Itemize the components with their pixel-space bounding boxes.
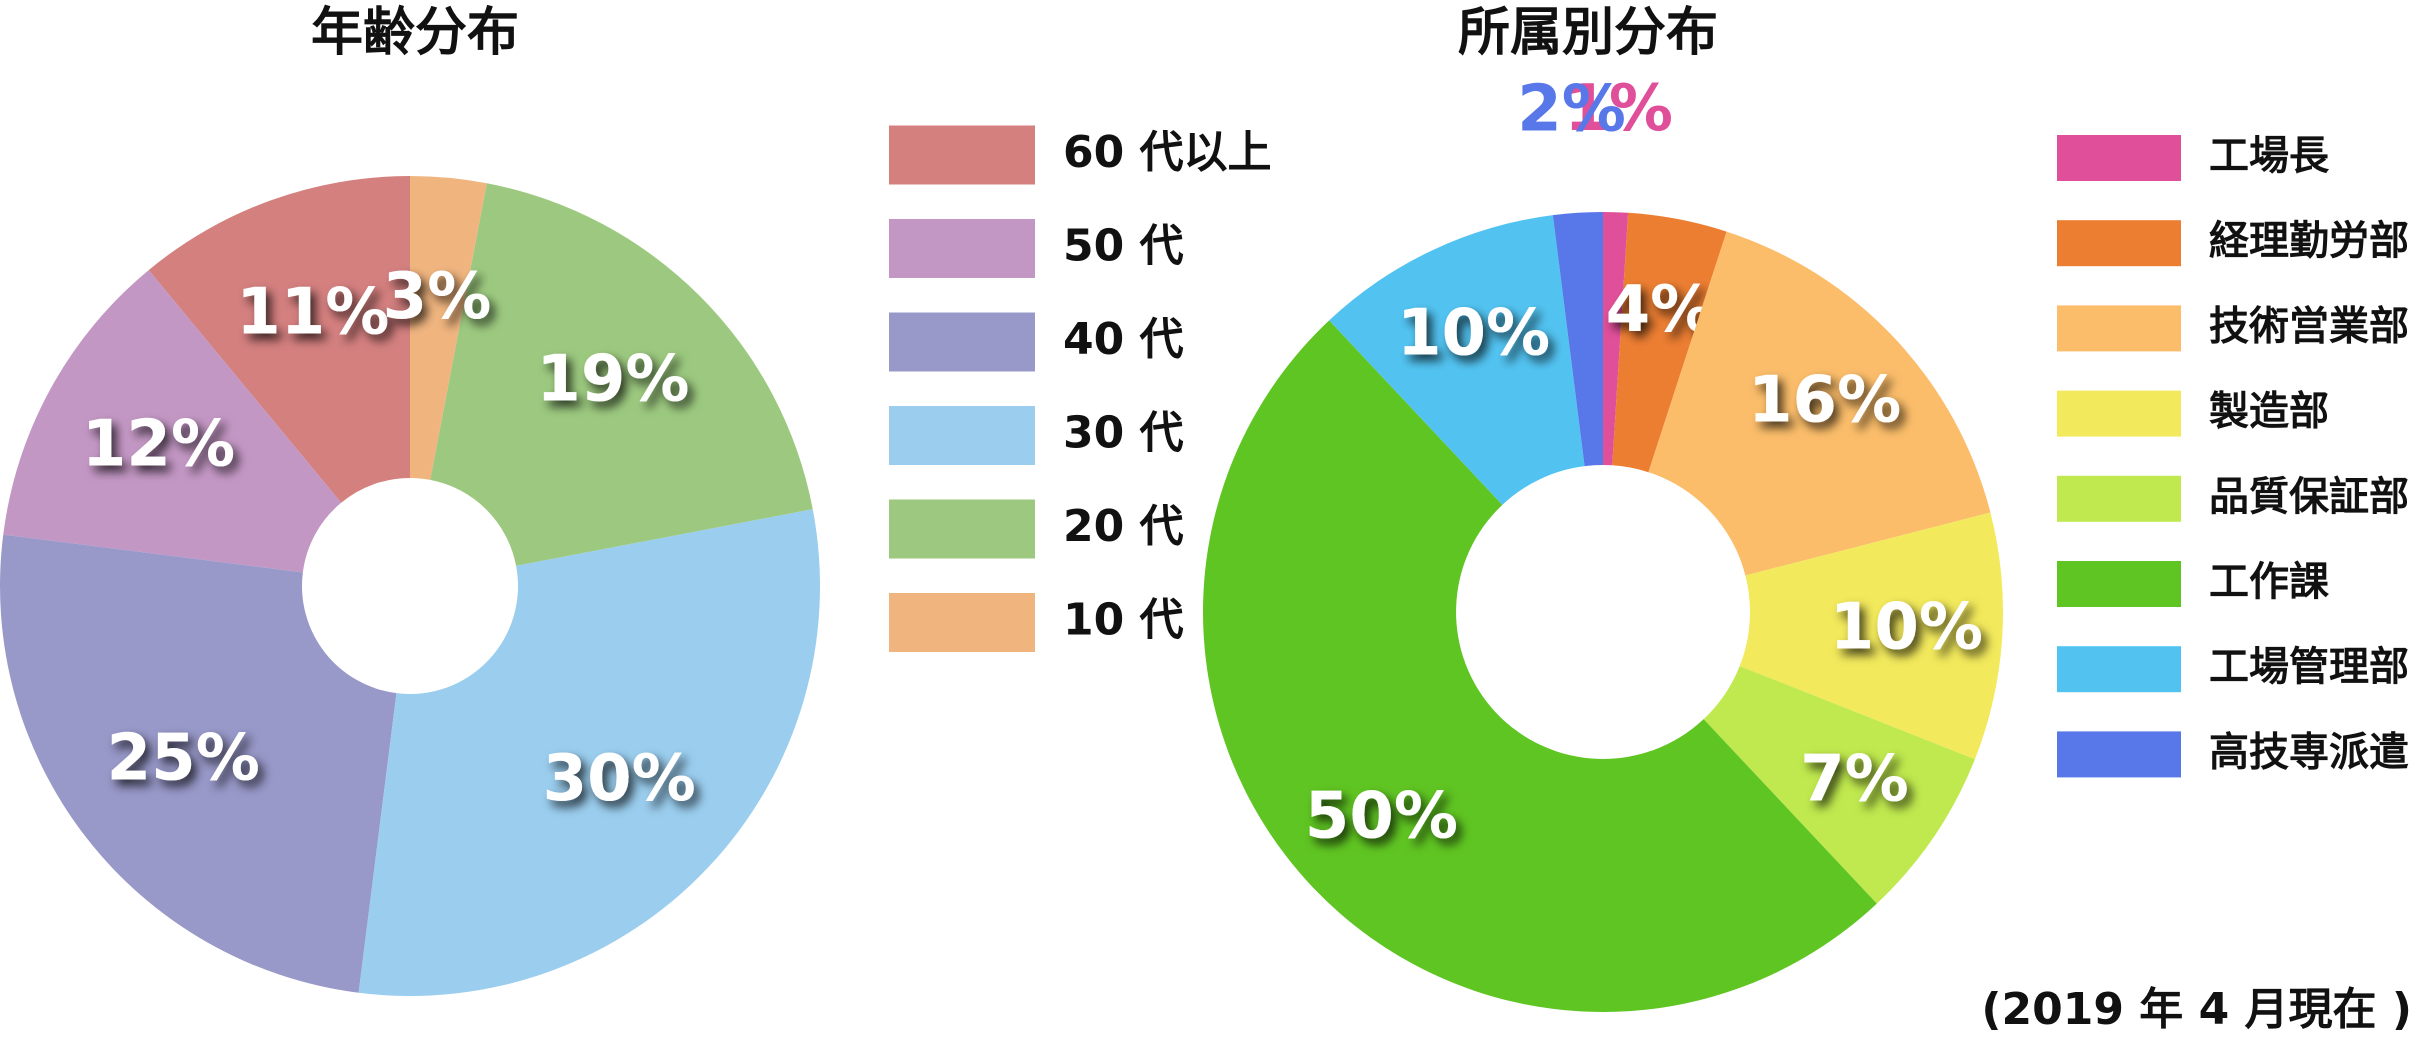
legend-swatch	[2057, 561, 2181, 607]
data-label: 16%	[1748, 363, 1901, 437]
legend-label: 60 代以上	[1063, 127, 1272, 178]
legend-label: 工作課	[2209, 559, 2329, 605]
legend-label: 技術営業部	[2209, 303, 2409, 349]
data-label: 25%	[107, 721, 260, 795]
donut-slice	[358, 509, 820, 997]
legend-label: 工場長	[2209, 133, 2330, 179]
donut-slice	[1329, 215, 1585, 505]
data-label: 30%	[543, 742, 696, 816]
donut-slice	[1612, 212, 1727, 473]
donut-slice	[410, 176, 487, 480]
donut-slice	[1703, 666, 1975, 904]
legend-label: 40 代	[1063, 314, 1184, 365]
legend-label: 経理勤労部	[2209, 218, 2409, 264]
data-label: 1%	[1564, 72, 1673, 146]
data-label: 12%	[82, 407, 235, 481]
legend-label: 30 代	[1063, 408, 1184, 459]
data-label: 11%	[236, 276, 389, 350]
legend-label: 20 代	[1063, 501, 1184, 552]
legend-swatch	[2057, 220, 2181, 267]
data-label: 50%	[1305, 780, 1458, 854]
donut-slice	[1648, 231, 1991, 576]
legend-swatch	[2057, 305, 2181, 352]
data-label: 10%	[1397, 297, 1550, 371]
chart-title: 所属別分布	[1458, 3, 1718, 63]
data-label: 2%	[1517, 73, 1626, 147]
data-label: 7%	[1800, 742, 1909, 816]
donut-slice	[430, 183, 813, 566]
legend-swatch	[889, 406, 1035, 465]
data-label: 3%	[383, 260, 492, 334]
donut-slice	[1739, 512, 2003, 760]
donut-slice	[1603, 212, 1629, 466]
legend-swatch	[2057, 475, 2181, 522]
footnote: (2019 年 4 月現在 )	[1981, 984, 2412, 1035]
donut-slice	[1202, 320, 1877, 1012]
legend-label: 高技専派遣	[2209, 729, 2409, 775]
legend-label: 製造部	[2209, 389, 2329, 435]
legend-swatch	[889, 125, 1035, 185]
donut-slice	[3, 270, 342, 573]
legend-swatch	[2057, 135, 2181, 181]
legend-swatch	[2057, 731, 2181, 778]
donut-slice	[148, 176, 410, 503]
legend-swatch	[889, 312, 1035, 372]
legend-swatch	[2057, 646, 2181, 693]
legend-swatch	[889, 593, 1035, 652]
legend-label: 工場管理部	[2209, 644, 2409, 690]
data-label: 19%	[536, 343, 689, 417]
legend-swatch	[889, 499, 1035, 559]
data-label: 10%	[1830, 591, 1983, 665]
donut-slice	[0, 534, 397, 993]
chart-title: 年齢分布	[311, 3, 519, 63]
legend-swatch	[2057, 390, 2181, 437]
donut-slice	[1552, 212, 1603, 467]
legend-label: 品質保証部	[2209, 474, 2409, 520]
legend-label: 50 代	[1063, 221, 1184, 272]
legend-swatch	[889, 219, 1035, 278]
legend-label: 10 代	[1063, 595, 1184, 646]
